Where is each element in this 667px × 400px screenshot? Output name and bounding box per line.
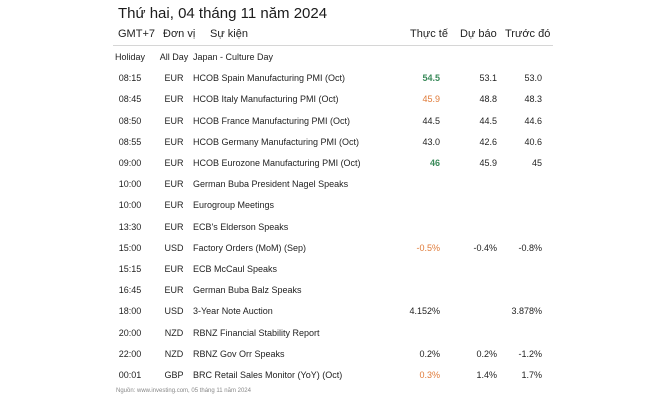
row-actual: 46 — [429, 158, 440, 168]
row-forecast: 1.4% — [476, 370, 497, 380]
row-time: 08:55 — [118, 136, 142, 147]
timezone-header: GMT+7 — [118, 28, 155, 40]
event-header: Sự kiện — [210, 28, 248, 40]
table-row[interactable]: 16:45 EUR German Buba Balz Speaks — [0, 285, 667, 306]
table-row[interactable]: 15:15 EUR ECB McCaul Speaks — [0, 264, 667, 285]
table-row[interactable]: 10:00 EUR Eurogroup Meetings — [0, 200, 667, 221]
row-forecast: 53.1 — [479, 73, 497, 84]
row-forecast: 42.6 — [479, 136, 497, 147]
row-event: RBNZ Gov Orr Speaks — [193, 348, 285, 359]
table-row[interactable]: 08:45 EUR HCOB Italy Manufacturing PMI (Oc… — [0, 94, 667, 115]
row-previous: 53.0 — [524, 73, 542, 84]
row-previous: 48.3 — [524, 94, 542, 105]
source-note: Nguồn: www.investing.com, 05 tháng 11 nă… — [116, 388, 251, 394]
row-event: HCOB Germany Manufacturing PMI (Oct) — [193, 136, 360, 147]
row-currency: USD — [164, 242, 184, 253]
unit-header: Đơn vị — [163, 28, 196, 40]
row-actual: 43.0 — [422, 136, 440, 147]
row-time: 10:00 — [118, 179, 142, 190]
row-actual: -0.5% — [416, 242, 440, 253]
table-row[interactable]: 00:01 GBP BRC Retail Sales Monitor (YoY) (… — [0, 370, 667, 391]
row-time: 08:45 — [118, 94, 142, 105]
previous-header: Trước đó — [505, 28, 551, 40]
row-currency: EUR — [164, 285, 184, 296]
row-actual: 54.5 — [422, 73, 440, 84]
row-previous: -0.8% — [518, 242, 542, 253]
header-divider — [113, 45, 553, 46]
row-currency: USD — [164, 306, 184, 317]
table-row[interactable]: Holiday All Day Japan - Culture Day — [0, 52, 667, 73]
row-forecast: -0.4% — [473, 242, 497, 253]
row-time: 10:00 — [118, 200, 142, 211]
page-title: Thứ hai, 04 tháng 11 năm 2024 — [118, 5, 328, 22]
row-forecast: 45.9 — [479, 158, 497, 168]
row-event: 3-Year Note Auction — [193, 306, 273, 317]
row-time: 16:45 — [118, 285, 142, 296]
row-currency: NZD — [164, 327, 184, 338]
table-row[interactable]: 08:50 EUR HCOB France Manufacturing PMI (O… — [0, 116, 667, 137]
row-forecast: 0.2% — [476, 348, 497, 359]
row-time: 22:00 — [118, 348, 142, 359]
row-time: 00:01 — [118, 370, 142, 380]
row-actual: 0.2% — [419, 348, 440, 359]
row-time: 20:00 — [118, 327, 142, 338]
row-event: HCOB Eurozone Manufacturing PMI (Oct) — [193, 158, 361, 168]
table-row[interactable]: 09:00 EUR HCOB Eurozone Manufacturing PMI … — [0, 158, 667, 179]
table-row[interactable]: 13:30 EUR ECB's Elderson Speaks — [0, 222, 667, 243]
row-currency: EUR — [164, 136, 184, 147]
row-time: Holiday — [114, 52, 145, 62]
table-row[interactable]: 08:15 EUR HCOB Spain Manufacturing PMI (Oc… — [0, 73, 667, 94]
row-event: Factory Orders (MoM) (Sep) — [193, 242, 307, 253]
forecast-header: Dự báo — [460, 28, 497, 40]
row-time: 09:00 — [118, 158, 142, 168]
table-row[interactable]: 20:00 NZD RBNZ Financial Stability Report — [0, 328, 667, 349]
row-event: Eurogroup Meetings — [193, 200, 275, 211]
row-event: HCOB France Manufacturing PMI (Oct) — [193, 115, 351, 126]
table-row[interactable]: 15:00 USD Factory Orders (MoM) (Sep) -0.5% -… — [0, 243, 667, 264]
row-currency: EUR — [164, 94, 184, 105]
row-previous: 1.7% — [521, 370, 542, 380]
row-currency: EUR — [164, 115, 184, 126]
row-forecast: 44.5 — [479, 115, 497, 126]
row-currency: EUR — [164, 264, 184, 274]
row-time: 18:00 — [118, 306, 142, 317]
row-time: 08:50 — [118, 115, 142, 126]
row-event: Japan - Culture Day — [193, 52, 274, 62]
row-previous: 45 — [531, 158, 542, 168]
row-event: HCOB Italy Manufacturing PMI (Oct) — [193, 94, 339, 105]
row-previous: 3.878% — [511, 306, 542, 317]
row-event: BRC Retail Sales Monitor (YoY) (Oct) — [193, 370, 343, 380]
row-event: German Buba President Nagel Speaks — [193, 179, 349, 190]
row-actual: 0.3% — [419, 370, 440, 380]
row-actual: 4.152% — [409, 306, 440, 317]
row-time: 13:30 — [118, 221, 142, 232]
table-row[interactable]: 10:00 EUR German Buba President Nagel Spea… — [0, 179, 667, 200]
row-currency: EUR — [164, 221, 184, 232]
row-actual: 44.5 — [422, 115, 440, 126]
row-event: RBNZ Financial Stability Report — [193, 327, 320, 338]
row-actual: 45.9 — [422, 94, 440, 105]
row-time: 15:15 — [118, 264, 142, 274]
row-previous: -1.2% — [518, 348, 542, 359]
table-row[interactable]: 08:55 EUR HCOB Germany Manufacturing PMI (… — [0, 137, 667, 158]
table-row[interactable]: 22:00 NZD RBNZ Gov Orr Speaks 0.2% 0.2% -1.2% — [0, 349, 667, 370]
row-forecast: 48.8 — [479, 94, 497, 105]
table-row[interactable]: 18:00 USD 3-Year Note Auction 4.152% 3.878% — [0, 306, 667, 327]
row-event: ECB's Elderson Speaks — [193, 221, 289, 232]
row-event: German Buba Balz Speaks — [193, 285, 302, 296]
row-currency: EUR — [164, 73, 184, 84]
row-time: 15:00 — [118, 242, 142, 253]
row-event: ECB McCaul Speaks — [193, 264, 278, 274]
row-previous: 40.6 — [524, 136, 542, 147]
row-currency: EUR — [164, 179, 184, 190]
row-currency: NZD — [164, 348, 184, 359]
actual-header: Thực tế — [410, 28, 448, 40]
row-currency: GBP — [164, 370, 184, 380]
row-time: 08:15 — [118, 73, 142, 84]
row-previous: 44.6 — [524, 115, 542, 126]
row-currency: EUR — [164, 200, 184, 211]
row-currency: All Day — [159, 52, 189, 62]
row-currency: EUR — [164, 158, 184, 168]
row-event: HCOB Spain Manufacturing PMI (Oct) — [193, 73, 346, 84]
